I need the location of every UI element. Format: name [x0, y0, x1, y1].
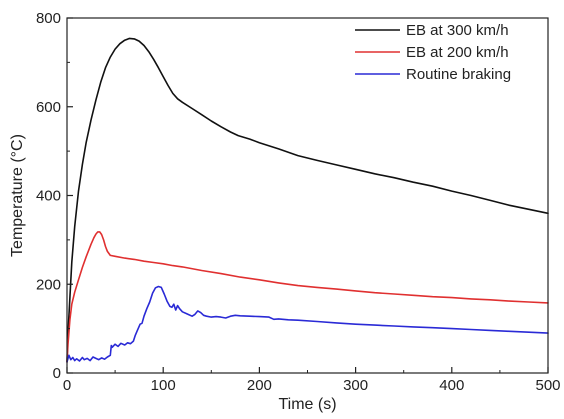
- axes-layer: 0 100 200 300 400 500 0 200 400 600 800: [36, 10, 561, 394]
- y-tick-label: 0: [53, 365, 61, 382]
- series-line-2: [66, 231, 549, 363]
- y-tick-label: 800: [36, 10, 61, 27]
- legend-label-1: EB at 300 km/h: [406, 22, 509, 39]
- series-line-3: [66, 285, 549, 363]
- plot-layer: [66, 37, 549, 363]
- legend-label-3: Routine braking: [406, 66, 511, 83]
- legend: EB at 300 km/h EB at 200 km/h Routine brak…: [355, 22, 511, 83]
- y-tick-label: 600: [36, 99, 61, 116]
- series-line-1: [66, 37, 549, 363]
- y-tick-label: 400: [36, 188, 61, 205]
- legend-label-2: EB at 200 km/h: [406, 44, 509, 61]
- x-tick-label: 500: [535, 377, 560, 394]
- x-tick-label: 100: [151, 377, 176, 394]
- y-tick-label: 200: [36, 276, 61, 293]
- x-axis-title: Time (s): [278, 396, 336, 413]
- x-tick-label: 200: [247, 377, 272, 394]
- y-axis-title: Temperature (°C): [9, 134, 26, 257]
- x-tick-label: 0: [63, 377, 71, 394]
- x-tick-label: 300: [343, 377, 368, 394]
- x-tick-label: 400: [439, 377, 464, 394]
